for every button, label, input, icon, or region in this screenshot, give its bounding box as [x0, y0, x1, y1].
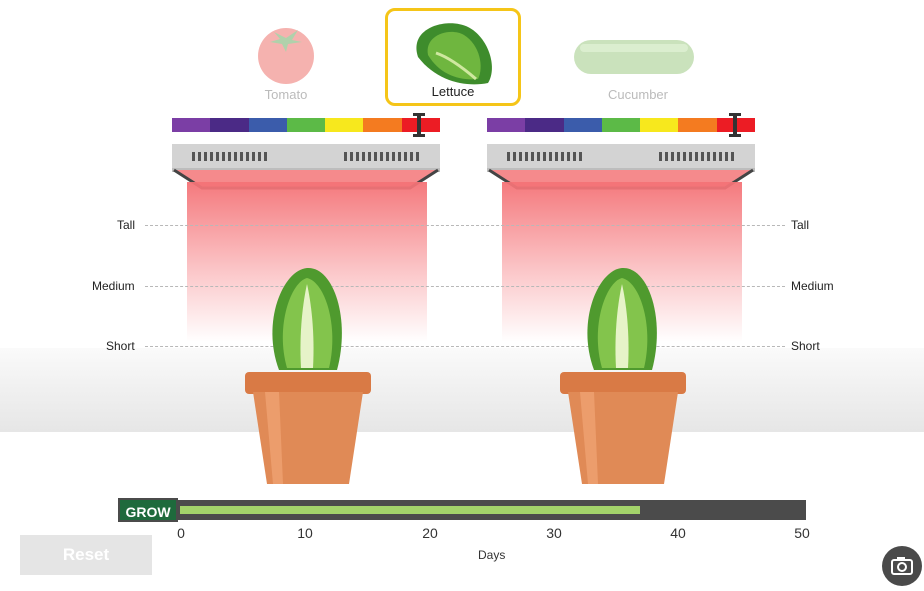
day-tick-label: 0	[177, 525, 185, 541]
light-spectrum-right[interactable]	[487, 113, 755, 137]
height-label-medium-right: Medium	[791, 279, 834, 293]
floor-background	[0, 348, 924, 432]
plant-option-label: Tomato	[264, 87, 308, 102]
spectrum-segment-green[interactable]	[286, 118, 326, 132]
plant-option-lettuce[interactable]: Lettuce	[385, 8, 521, 106]
spectrum-segment-orange[interactable]	[678, 118, 717, 132]
lettuce-plant	[587, 267, 657, 370]
spectrum-segment-indigo[interactable]	[525, 118, 564, 132]
plant-option-label: Cucumber	[608, 87, 668, 102]
grow-button[interactable]: GROW	[118, 498, 178, 522]
plant-option-label: Lettuce	[431, 84, 475, 99]
tall-reference-line	[145, 225, 785, 226]
spectrum-segment-blue[interactable]	[563, 118, 602, 132]
day-tick-label: 40	[670, 525, 686, 541]
spectrum-segment-blue[interactable]	[248, 118, 287, 132]
reset-button[interactable]: Reset	[20, 535, 152, 575]
spectrum-segment-indigo[interactable]	[210, 118, 249, 132]
day-tick-label: 30	[546, 525, 562, 541]
height-label-short-left: Short	[106, 339, 135, 353]
spectrum-segment-yellow[interactable]	[325, 118, 364, 132]
medium-reference-line	[145, 286, 785, 287]
lettuce-icon	[416, 23, 492, 85]
day-tick-label: 20	[422, 525, 438, 541]
terracotta-pot	[245, 372, 371, 484]
potted-lettuce-left	[245, 267, 371, 484]
height-label-short-right: Short	[791, 339, 820, 353]
lettuce-plant	[272, 267, 342, 370]
short-reference-line	[145, 346, 785, 347]
camera-button[interactable]	[882, 546, 922, 586]
camera-icon	[891, 557, 913, 575]
spectrum-segment-green[interactable]	[601, 118, 641, 132]
plant-option-cucumber[interactable]: Cucumber	[570, 8, 706, 106]
spectrum-segment-orange[interactable]	[363, 118, 402, 132]
tomato-icon	[258, 28, 314, 84]
terracotta-pot	[560, 372, 686, 484]
days-axis-title: Days	[478, 548, 506, 562]
light-spectrum-left[interactable]	[172, 113, 440, 137]
spectrum-segment-violet[interactable]	[487, 118, 526, 132]
spectrum-segment-yellow[interactable]	[640, 118, 679, 132]
potted-lettuce-right	[560, 267, 686, 484]
cucumber-icon	[574, 40, 694, 74]
day-tick-label: 10	[297, 525, 313, 541]
height-label-medium-left: Medium	[92, 279, 135, 293]
plant-option-tomato[interactable]: Tomato	[218, 8, 354, 106]
height-label-tall-left: Tall	[117, 218, 136, 232]
spectrum-segment-violet[interactable]	[172, 118, 211, 132]
spectrum-slider-handle[interactable]	[729, 113, 741, 137]
day-tick-label: 50	[794, 525, 810, 541]
height-label-tall-right: Tall	[791, 218, 810, 232]
grow-progress-fill	[180, 506, 640, 514]
spectrum-slider-handle[interactable]	[413, 113, 425, 137]
